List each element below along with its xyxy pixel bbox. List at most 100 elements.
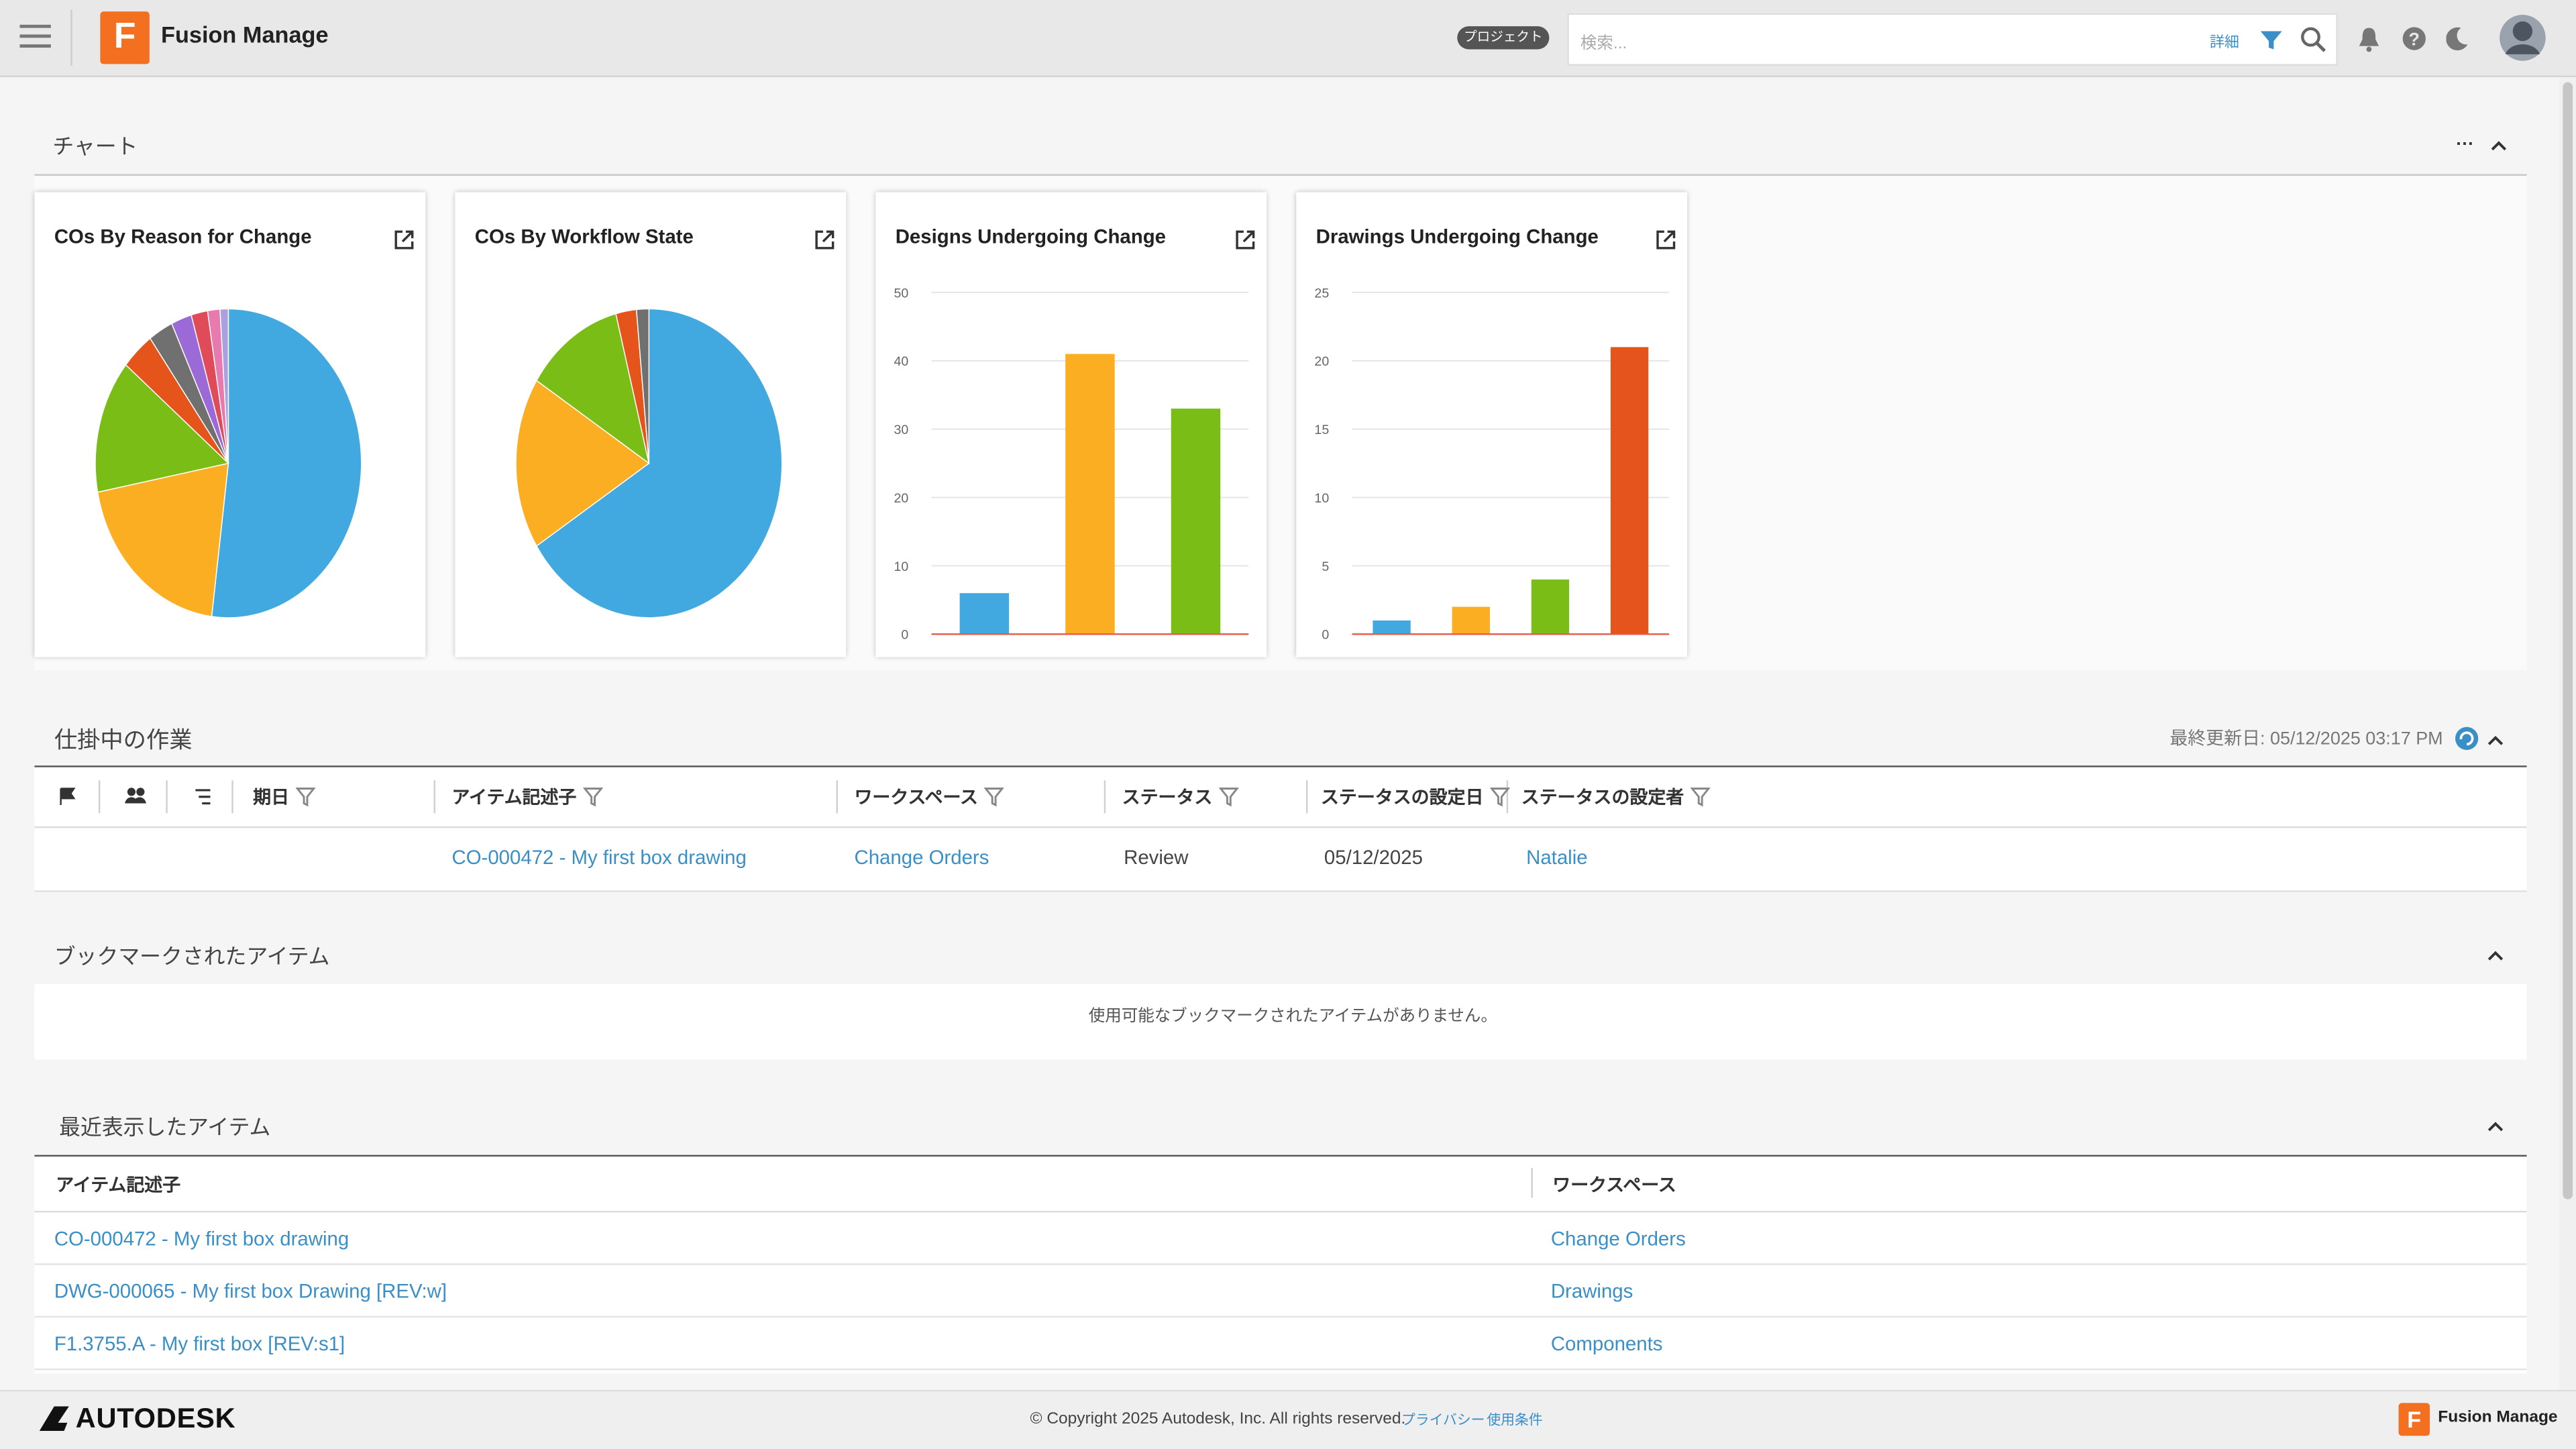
chart-card: Designs Undergoing Change 0 10 20 30 40 50 — [875, 192, 1267, 657]
pie-slice — [97, 462, 229, 617]
column-filter[interactable] — [1690, 787, 1711, 807]
search-placeholder[interactable]: 検索... — [1580, 35, 1627, 54]
column-filter[interactable] — [295, 787, 316, 807]
chart-card: COs By Reason for Change — [34, 192, 426, 657]
row-divider — [34, 1316, 2527, 1318]
list-column[interactable] — [194, 789, 212, 805]
refresh-button[interactable] — [2455, 726, 2479, 751]
icon — [1656, 230, 1676, 250]
column-filter[interactable] — [583, 787, 603, 807]
menu-button[interactable] — [19, 24, 51, 50]
pie-slice — [635, 308, 650, 464]
y-tick-label: 15 — [1314, 423, 1329, 437]
cell-link[interactable]: F1.3755.A - My first box [REV:s1] — [54, 1332, 345, 1356]
charts-body — [34, 176, 2527, 671]
open-chart-button[interactable] — [394, 230, 414, 250]
y-tick-label: 20 — [894, 491, 909, 506]
column-filter[interactable] — [1490, 787, 1510, 807]
cell-link[interactable]: Drawings — [1550, 1279, 1633, 1303]
privacy-link[interactable]: プライバシー — [1401, 1411, 1485, 1428]
column-filter[interactable] — [983, 787, 1004, 807]
app-logo[interactable]: F — [100, 11, 150, 64]
app-name[interactable]: Fusion Manage — [161, 21, 329, 48]
column-header[interactable]: ステータスの設定日 — [1320, 788, 1484, 808]
chart — [95, 230, 414, 619]
column-header[interactable]: ワークスペース — [854, 788, 979, 808]
column-separator — [98, 780, 101, 814]
chart-card: COs By Workflow State — [455, 192, 847, 657]
flag-column[interactable] — [59, 787, 76, 806]
column-header[interactable]: ワークスペース — [1552, 1176, 1676, 1196]
charts-header — [34, 118, 2527, 176]
notifications-button[interactable] — [2357, 26, 2380, 52]
bookmarks-body — [34, 983, 2527, 1060]
icon — [1236, 230, 1255, 250]
chart-title: Designs Undergoing Change — [895, 225, 1167, 248]
cell-link[interactable]: Components — [1550, 1332, 1663, 1356]
help-button[interactable]: ? — [2402, 26, 2426, 51]
cell[interactable]: Natalie — [1526, 846, 1588, 869]
pie-slice — [211, 308, 362, 619]
scroll-thumb[interactable] — [2563, 82, 2573, 1199]
search-button[interactable] — [2300, 26, 2326, 52]
owner-column[interactable] — [125, 787, 146, 805]
cell-link[interactable]: DWG-000065 - My first box Drawing [REV:w… — [54, 1279, 447, 1303]
pie-slice — [515, 380, 650, 547]
column-separator — [231, 780, 233, 814]
y-tick-label: 30 — [894, 423, 909, 437]
row-divider — [34, 1210, 2527, 1213]
footer-brand: AUTODESK — [75, 1403, 236, 1434]
y-tick-label: 10 — [894, 559, 909, 574]
column-separator — [1305, 780, 1308, 814]
y-tick-label: 40 — [894, 354, 909, 369]
search-detail[interactable]: 詳細 — [2209, 34, 2239, 50]
cell-link[interactable]: Change Orders — [1550, 1227, 1686, 1250]
icon — [815, 230, 835, 250]
cell-link[interactable]: CO-000472 - My first box drawing — [54, 1227, 350, 1250]
bar — [1452, 606, 1490, 635]
column-separator — [1531, 1168, 1533, 1198]
open-chart-button[interactable] — [815, 230, 835, 250]
pie-slice — [219, 308, 229, 464]
chart: 0 10 20 30 40 50 — [894, 230, 1255, 643]
cell: 05/12/2025 — [1324, 846, 1423, 869]
theme-button[interactable] — [2446, 26, 2469, 51]
bar — [1171, 409, 1221, 635]
column-header[interactable]: アイテム記述子 — [451, 788, 577, 808]
collapse-button[interactable] — [2487, 1120, 2504, 1132]
column-header[interactable]: ステータスの設定者 — [1521, 788, 1684, 808]
column-header[interactable]: ステータス — [1122, 788, 1213, 808]
cell[interactable]: Change Orders — [854, 846, 989, 869]
filter-button[interactable] — [2259, 28, 2284, 53]
y-tick-label: 10 — [1314, 491, 1329, 506]
column-filter[interactable] — [1219, 787, 1239, 807]
y-tick-label: 50 — [894, 286, 909, 301]
divider — [70, 9, 72, 66]
user-avatar[interactable] — [2499, 13, 2546, 62]
autodesk-logo — [39, 1406, 69, 1432]
row-divider — [34, 1368, 2527, 1371]
open-chart-button[interactable] — [1656, 230, 1676, 250]
pie-slice — [535, 313, 650, 465]
terms-link[interactable]: 使用条件 — [1487, 1411, 1543, 1428]
column-header[interactable]: アイテム記述子 — [56, 1176, 181, 1196]
chart: 0 5 10 15 20 25 — [1314, 230, 1676, 643]
collapse-button[interactable] — [2487, 950, 2504, 961]
cell: Review — [1124, 846, 1189, 869]
search-box[interactable] — [1567, 13, 2338, 66]
last-updated: 最終更新日: 05/12/2025 03:17 PM — [2169, 729, 2443, 749]
context-badge[interactable]: プロジェクト — [1457, 26, 1550, 50]
column-header[interactable]: 期日 — [253, 788, 290, 808]
icon — [394, 230, 414, 250]
cell[interactable]: CO-000472 - My first box drawing — [451, 846, 747, 869]
empty-message: 使用可能なブックマークされたアイテムがありません。 — [1088, 1008, 1497, 1026]
more-button[interactable]: ··· — [2456, 134, 2475, 155]
bar — [1531, 579, 1570, 635]
footer — [0, 1389, 2576, 1449]
collapse-button[interactable] — [2491, 140, 2507, 151]
collapse-button[interactable] — [2487, 735, 2504, 746]
open-chart-button[interactable] — [1236, 230, 1255, 250]
copyright: © Copyright 2025 Autodesk, Inc. All righ… — [1030, 1410, 1406, 1429]
